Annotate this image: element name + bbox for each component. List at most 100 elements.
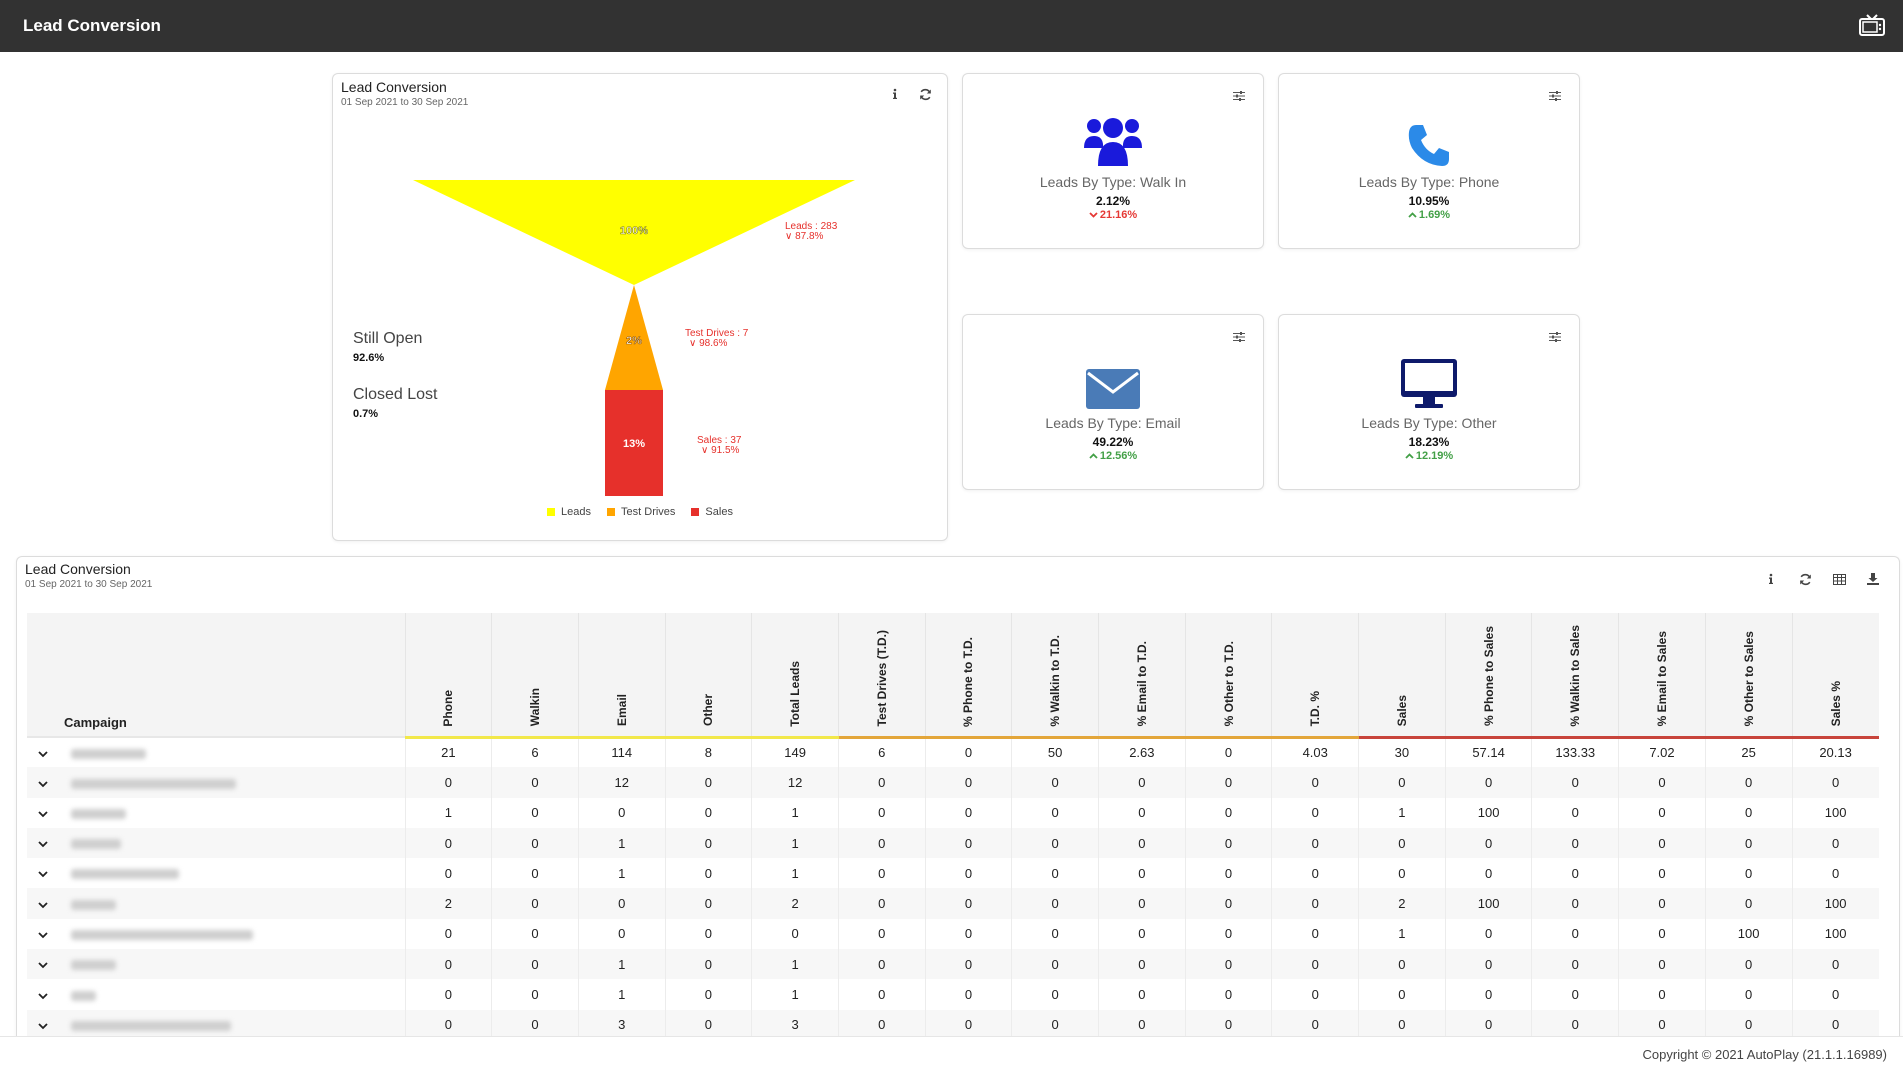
chevron-down-icon[interactable] bbox=[37, 959, 49, 971]
chevron-down-icon bbox=[1089, 212, 1098, 218]
funnel-stage-test-drives[interactable] bbox=[605, 285, 663, 390]
column-header[interactable]: % Email to Sales bbox=[1618, 613, 1706, 739]
table-cell: 0 bbox=[1531, 979, 1619, 1010]
table-cell: 0 bbox=[1184, 979, 1272, 1010]
column-header[interactable]: Walkin bbox=[491, 613, 579, 739]
table-cell: 12 bbox=[577, 767, 666, 798]
closed-lost-value: 0.7% bbox=[353, 408, 379, 420]
table-cell: 25 bbox=[1704, 737, 1792, 768]
column-header[interactable]: % Phone to Sales bbox=[1444, 613, 1532, 739]
table-cell: 0 bbox=[404, 767, 492, 798]
chevron-down-icon[interactable] bbox=[37, 808, 49, 820]
table-cell: 0 bbox=[1184, 918, 1272, 950]
column-header[interactable]: T.D. % bbox=[1271, 613, 1359, 739]
table-row[interactable]: 21 6 114 8 149 6 0 50 2.63 0 4.03 30 57.14 133.33 7.02… bbox=[27, 737, 1879, 768]
chevron-down-icon[interactable] bbox=[37, 990, 49, 1002]
table-cell: 0 bbox=[404, 979, 492, 1010]
column-header[interactable]: % Other to T.D. bbox=[1184, 613, 1272, 739]
sliders-icon[interactable] bbox=[1231, 88, 1247, 104]
table-cell: 0 bbox=[1271, 1009, 1359, 1040]
chevron-down-icon[interactable] bbox=[37, 748, 49, 760]
table-cell: 0 bbox=[924, 827, 1012, 859]
table-cell: 0 bbox=[1271, 949, 1359, 980]
table-cell: 0 bbox=[491, 767, 579, 798]
table-cell: 0 bbox=[577, 918, 666, 950]
campaign-name bbox=[71, 960, 116, 971]
chevron-down-icon[interactable] bbox=[37, 899, 49, 911]
column-header[interactable]: % Email to T.D. bbox=[1098, 613, 1186, 739]
kpi-label: Leads By Type: Phone bbox=[1358, 174, 1500, 190]
chevron-down-icon[interactable] bbox=[37, 868, 49, 880]
column-header[interactable]: Total Leads bbox=[751, 613, 839, 739]
legend-item-leads[interactable]: Leads bbox=[547, 506, 591, 518]
table-row[interactable]: 0 0 12 0 12 0 0 0 0 0 0 0 0 0 0 0 0 bbox=[27, 767, 1879, 798]
sliders-icon[interactable] bbox=[1231, 329, 1247, 345]
column-header[interactable]: % Walkin to T.D. bbox=[1011, 613, 1099, 739]
table-view-icon[interactable] bbox=[1831, 571, 1847, 587]
table-row[interactable]: 0 0 0 0 0 0 0 0 0 0 0 1 0 0 0 100 100 bbox=[27, 918, 1879, 950]
info-icon[interactable] bbox=[887, 86, 903, 102]
table-cell: 0 bbox=[1098, 979, 1186, 1010]
table-cell: 21 bbox=[404, 737, 492, 768]
kpi-value: 2.12% bbox=[1095, 194, 1131, 208]
table-cell: 0 bbox=[924, 1009, 1012, 1040]
funnel-card: Lead Conversion 01 Sep 2021 to 30 Sep 20… bbox=[332, 73, 948, 541]
table-cell: 1 bbox=[577, 949, 666, 980]
download-icon[interactable] bbox=[1865, 571, 1881, 587]
column-header[interactable]: Email bbox=[577, 613, 666, 739]
chevron-down-icon[interactable] bbox=[37, 778, 49, 790]
table-cell: 0 bbox=[1011, 979, 1099, 1010]
table-cell: 0 bbox=[837, 1009, 926, 1040]
funnel-legend: Leads Test Drives Sales bbox=[333, 506, 947, 518]
tv-icon[interactable] bbox=[1857, 13, 1887, 39]
chevron-down-icon[interactable] bbox=[37, 838, 49, 850]
sliders-icon[interactable] bbox=[1547, 88, 1563, 104]
campaign-name bbox=[71, 839, 121, 850]
chevron-down-icon[interactable] bbox=[37, 929, 49, 941]
legend-item-test-drives[interactable]: Test Drives bbox=[607, 506, 675, 518]
table-cell: 0 bbox=[1098, 918, 1186, 950]
funnel-title: Lead Conversion bbox=[341, 79, 447, 95]
legend-item-sales[interactable]: Sales bbox=[691, 506, 733, 518]
refresh-icon[interactable] bbox=[1797, 571, 1813, 587]
funnel-stage-sales[interactable] bbox=[605, 390, 663, 496]
table-cell: 1 bbox=[404, 797, 492, 828]
table-cell: 0 bbox=[664, 918, 752, 950]
table-cell: 0 bbox=[1011, 1009, 1099, 1040]
table-cell: 57.14 bbox=[1444, 737, 1532, 768]
column-header[interactable]: Other bbox=[664, 613, 752, 739]
column-header[interactable]: Sales bbox=[1358, 613, 1446, 739]
refresh-icon[interactable] bbox=[917, 86, 933, 102]
column-header[interactable]: % Phone to T.D. bbox=[924, 613, 1012, 739]
table-cell: 30 bbox=[1358, 737, 1446, 768]
table-cell: 0 bbox=[1618, 858, 1706, 889]
column-header[interactable]: Phone bbox=[404, 613, 492, 739]
table-cell: 0 bbox=[1704, 797, 1792, 828]
table-cell: 0 bbox=[404, 1009, 492, 1040]
chevron-down-icon[interactable] bbox=[37, 1020, 49, 1032]
table-cell: 0 bbox=[1271, 767, 1359, 798]
table-row[interactable]: 2 0 0 0 2 0 0 0 0 0 0 2 100 0 0 0 100 bbox=[27, 888, 1879, 919]
table-cell: 0 bbox=[1618, 827, 1706, 859]
table-cell: 0 bbox=[1184, 737, 1272, 768]
column-header[interactable]: % Walkin to Sales bbox=[1531, 613, 1619, 739]
info-icon[interactable] bbox=[1763, 571, 1779, 587]
table-row[interactable]: 1 0 0 0 1 0 0 0 0 0 0 1 100 0 0 0 100 bbox=[27, 797, 1879, 828]
column-header-campaign[interactable]: Campaign bbox=[27, 613, 405, 738]
funnel-sub-sales: ∨ 91.5% bbox=[701, 445, 740, 456]
table-cell: 0 bbox=[664, 1009, 752, 1040]
column-header[interactable]: Test Drives (T.D.) bbox=[837, 613, 926, 739]
column-header[interactable]: % Other to Sales bbox=[1704, 613, 1792, 739]
funnel-stage-leads[interactable] bbox=[413, 180, 855, 285]
kpi-card-other: Leads By Type: Other 18.23% 12.19% bbox=[1278, 314, 1580, 490]
column-header[interactable]: Sales % bbox=[1791, 613, 1879, 739]
table-cell: 0 bbox=[1098, 797, 1186, 828]
table-cell: 0 bbox=[1358, 767, 1446, 798]
table-title: Lead Conversion bbox=[25, 561, 131, 577]
sliders-icon[interactable] bbox=[1547, 329, 1563, 345]
